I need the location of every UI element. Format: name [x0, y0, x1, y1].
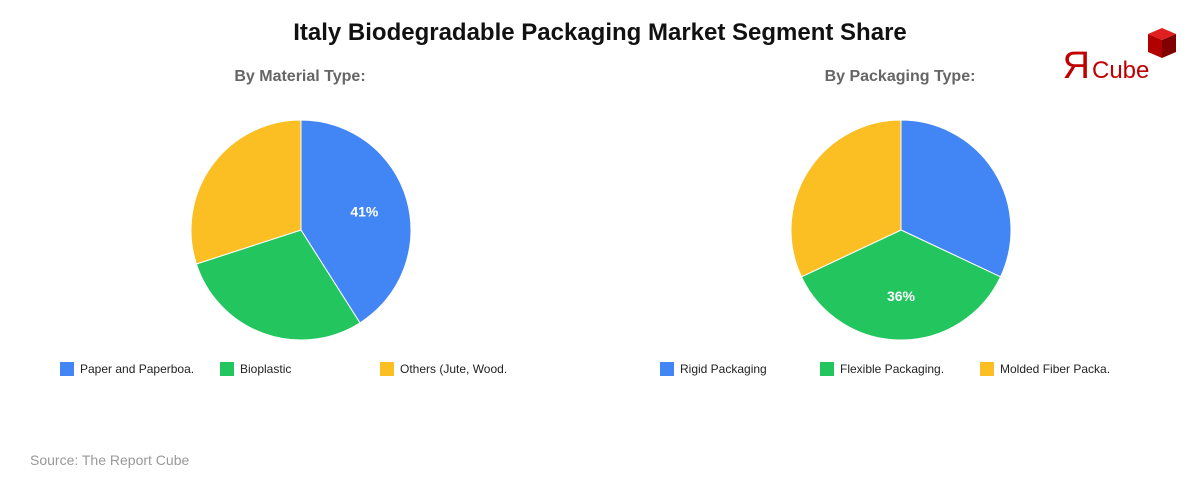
legend-label: Paper and Paperboa.	[80, 362, 195, 376]
pie-slice	[800, 229, 1002, 341]
legend-item[interactable]: Molded Fiber Packa.	[980, 362, 1110, 376]
rcube-logo: R Cube	[1062, 26, 1182, 87]
pie-packaging: 36%	[790, 119, 1012, 341]
legend-swatch	[60, 362, 74, 376]
pie-title-material: By Material Type:	[234, 68, 366, 85]
pie-title-packaging: By Packaging Type:	[824, 68, 976, 85]
legend-item[interactable]: Others (Jute, Wood.	[380, 362, 507, 376]
legend-label: Molded Fiber Packa.	[1000, 362, 1111, 376]
chart-title: Italy Biodegradable Packaging Market Seg…	[293, 19, 907, 46]
data-label: 36%	[887, 288, 916, 304]
legend-label: Flexible Packaging.	[840, 362, 945, 376]
svg-text:R: R	[1063, 45, 1090, 86]
pie-slice	[300, 119, 412, 324]
pie-material: 41%	[190, 119, 412, 341]
data-label: 41%	[350, 204, 379, 220]
legend-item[interactable]: Rigid Packaging	[660, 362, 767, 376]
pie-slice	[790, 119, 902, 278]
legend-swatch	[660, 362, 674, 376]
legend-item[interactable]: Paper and Paperboa.	[60, 362, 194, 376]
source-note: Source: The Report Cube	[30, 452, 190, 468]
legend-item[interactable]: Bioplastic	[220, 362, 291, 376]
legend-label: Rigid Packaging	[680, 362, 767, 376]
legend-swatch	[820, 362, 834, 376]
legend-label: Bioplastic	[240, 362, 292, 376]
legend-label: Others (Jute, Wood.	[400, 362, 508, 376]
pie-slice	[190, 119, 302, 265]
pie-slice	[195, 229, 361, 341]
legend-swatch	[220, 362, 234, 376]
legend-swatch	[980, 362, 994, 376]
svg-text:Cube: Cube	[1092, 57, 1149, 84]
legend-item[interactable]: Flexible Packaging.	[820, 362, 944, 376]
pie-slice	[900, 119, 1012, 278]
legend-swatch	[380, 362, 394, 376]
